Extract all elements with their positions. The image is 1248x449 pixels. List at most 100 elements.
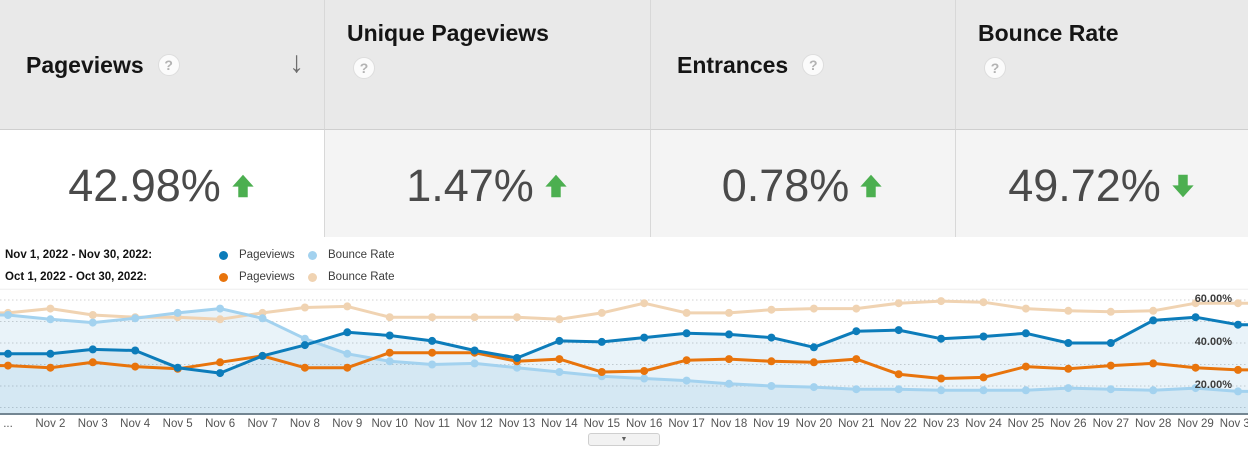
point-oct-pageviews[interactable] (894, 370, 903, 379)
point-nov-bounce-rate[interactable] (513, 363, 521, 372)
point-oct-pageviews[interactable] (1191, 363, 1200, 372)
point-oct-bounce-rate[interactable] (1191, 299, 1200, 308)
point-nov-bounce-rate[interactable] (385, 357, 394, 366)
point-oct-bounce-rate[interactable] (343, 302, 352, 311)
point-nov-pageviews[interactable] (1149, 316, 1158, 325)
point-oct-pageviews[interactable] (88, 358, 97, 367)
point-oct-bounce-rate[interactable] (894, 299, 903, 308)
point-oct-bounce-rate[interactable] (470, 313, 479, 322)
point-oct-pageviews[interactable] (852, 355, 861, 364)
point-oct-bounce-rate[interactable] (428, 313, 437, 322)
point-oct-pageviews[interactable] (937, 374, 946, 383)
point-oct-bounce-rate[interactable] (513, 313, 521, 322)
point-nov-pageviews[interactable] (46, 349, 55, 358)
point-oct-bounce-rate[interactable] (767, 305, 776, 314)
point-nov-pageviews[interactable] (4, 349, 12, 358)
help-icon[interactable]: ? (353, 57, 375, 79)
help-icon[interactable]: ? (802, 54, 825, 76)
point-nov-pageviews[interactable] (1064, 339, 1073, 347)
point-nov-pageviews[interactable] (385, 331, 394, 340)
point-nov-bounce-rate[interactable] (343, 349, 352, 358)
point-oct-bounce-rate[interactable] (1064, 306, 1073, 315)
point-nov-pageviews[interactable] (258, 351, 267, 360)
point-nov-pageviews[interactable] (88, 345, 97, 354)
point-oct-bounce-rate[interactable] (979, 298, 988, 307)
point-oct-bounce-rate[interactable] (1106, 307, 1115, 316)
point-oct-pageviews[interactable] (979, 373, 988, 382)
point-nov-pageviews[interactable] (173, 363, 182, 372)
point-nov-pageviews[interactable] (343, 328, 352, 337)
point-nov-bounce-rate[interactable] (809, 383, 818, 392)
point-nov-bounce-rate[interactable] (725, 379, 733, 388)
point-oct-bounce-rate[interactable] (809, 304, 818, 313)
point-oct-pageviews[interactable] (300, 363, 309, 372)
point-nov-pageviews[interactable] (1234, 320, 1242, 329)
point-oct-pageviews[interactable] (216, 358, 225, 367)
point-nov-bounce-rate[interactable] (894, 385, 903, 394)
point-nov-pageviews[interactable] (979, 332, 988, 341)
point-oct-bounce-rate[interactable] (46, 304, 55, 313)
point-nov-bounce-rate[interactable] (555, 368, 564, 376)
point-oct-bounce-rate[interactable] (640, 299, 649, 308)
point-nov-pageviews[interactable] (300, 341, 309, 350)
point-oct-bounce-rate[interactable] (682, 308, 691, 317)
point-oct-bounce-rate[interactable] (88, 311, 97, 319)
point-nov-bounce-rate[interactable] (1234, 387, 1242, 396)
point-oct-pageviews[interactable] (725, 355, 733, 364)
point-oct-pageviews[interactable] (343, 363, 352, 372)
point-oct-bounce-rate[interactable] (1149, 306, 1158, 315)
metric-header-unique-pageviews[interactable]: Unique Pageviews ? (325, 0, 651, 130)
collapse-chart-button[interactable]: ▼ (588, 433, 660, 446)
point-nov-pageviews[interactable] (725, 330, 733, 339)
point-nov-pageviews[interactable] (1106, 339, 1115, 347)
point-nov-bounce-rate[interactable] (4, 311, 12, 319)
point-nov-bounce-rate[interactable] (937, 386, 946, 395)
metric-header-bounce-rate[interactable]: Bounce Rate ? (956, 0, 1248, 130)
point-nov-pageviews[interactable] (937, 334, 946, 343)
point-nov-bounce-rate[interactable] (682, 376, 691, 385)
point-nov-pageviews[interactable] (852, 327, 861, 336)
point-nov-bounce-rate[interactable] (216, 304, 225, 313)
point-oct-pageviews[interactable] (555, 355, 564, 364)
comparison-line-chart[interactable]: 60.00% 40.00% 20.00% (0, 287, 1248, 415)
point-nov-bounce-rate[interactable] (131, 314, 140, 323)
point-nov-bounce-rate[interactable] (300, 334, 309, 343)
point-nov-bounce-rate[interactable] (470, 359, 479, 368)
point-nov-pageviews[interactable] (767, 333, 776, 342)
metric-header-entrances[interactable]: Entrances ? (651, 0, 956, 130)
point-nov-bounce-rate[interactable] (1106, 385, 1115, 394)
point-oct-pageviews[interactable] (809, 358, 818, 367)
point-nov-pageviews[interactable] (216, 369, 225, 378)
point-nov-bounce-rate[interactable] (640, 374, 649, 383)
point-oct-pageviews[interactable] (767, 357, 776, 366)
point-nov-pageviews[interactable] (682, 329, 691, 338)
sort-descending-icon[interactable]: ↓ (289, 46, 304, 79)
point-oct-pageviews[interactable] (682, 356, 691, 365)
point-oct-bounce-rate[interactable] (597, 308, 606, 317)
point-oct-bounce-rate[interactable] (725, 308, 733, 317)
point-nov-bounce-rate[interactable] (258, 314, 267, 323)
point-oct-pageviews[interactable] (428, 348, 437, 357)
point-nov-bounce-rate[interactable] (852, 385, 861, 394)
point-nov-pageviews[interactable] (640, 333, 649, 342)
point-oct-bounce-rate[interactable] (852, 304, 861, 313)
point-nov-bounce-rate[interactable] (1191, 384, 1200, 393)
metric-header-pageviews[interactable]: Pageviews ? ↓ (0, 0, 325, 130)
point-nov-pageviews[interactable] (597, 337, 606, 346)
point-oct-pageviews[interactable] (1234, 365, 1242, 374)
point-nov-bounce-rate[interactable] (979, 386, 988, 395)
point-nov-pageviews[interactable] (555, 336, 564, 345)
point-nov-pageviews[interactable] (1021, 329, 1030, 338)
point-oct-pageviews[interactable] (4, 361, 12, 370)
point-nov-pageviews[interactable] (470, 346, 479, 355)
point-oct-bounce-rate[interactable] (1234, 299, 1242, 308)
point-oct-bounce-rate[interactable] (1021, 304, 1030, 313)
point-oct-bounce-rate[interactable] (300, 303, 309, 312)
point-oct-bounce-rate[interactable] (216, 315, 225, 324)
point-nov-pageviews[interactable] (1191, 313, 1200, 322)
point-oct-bounce-rate[interactable] (937, 297, 946, 306)
point-nov-bounce-rate[interactable] (88, 318, 97, 327)
point-nov-bounce-rate[interactable] (767, 382, 776, 390)
point-oct-pageviews[interactable] (46, 363, 55, 372)
help-icon[interactable]: ? (157, 54, 180, 76)
